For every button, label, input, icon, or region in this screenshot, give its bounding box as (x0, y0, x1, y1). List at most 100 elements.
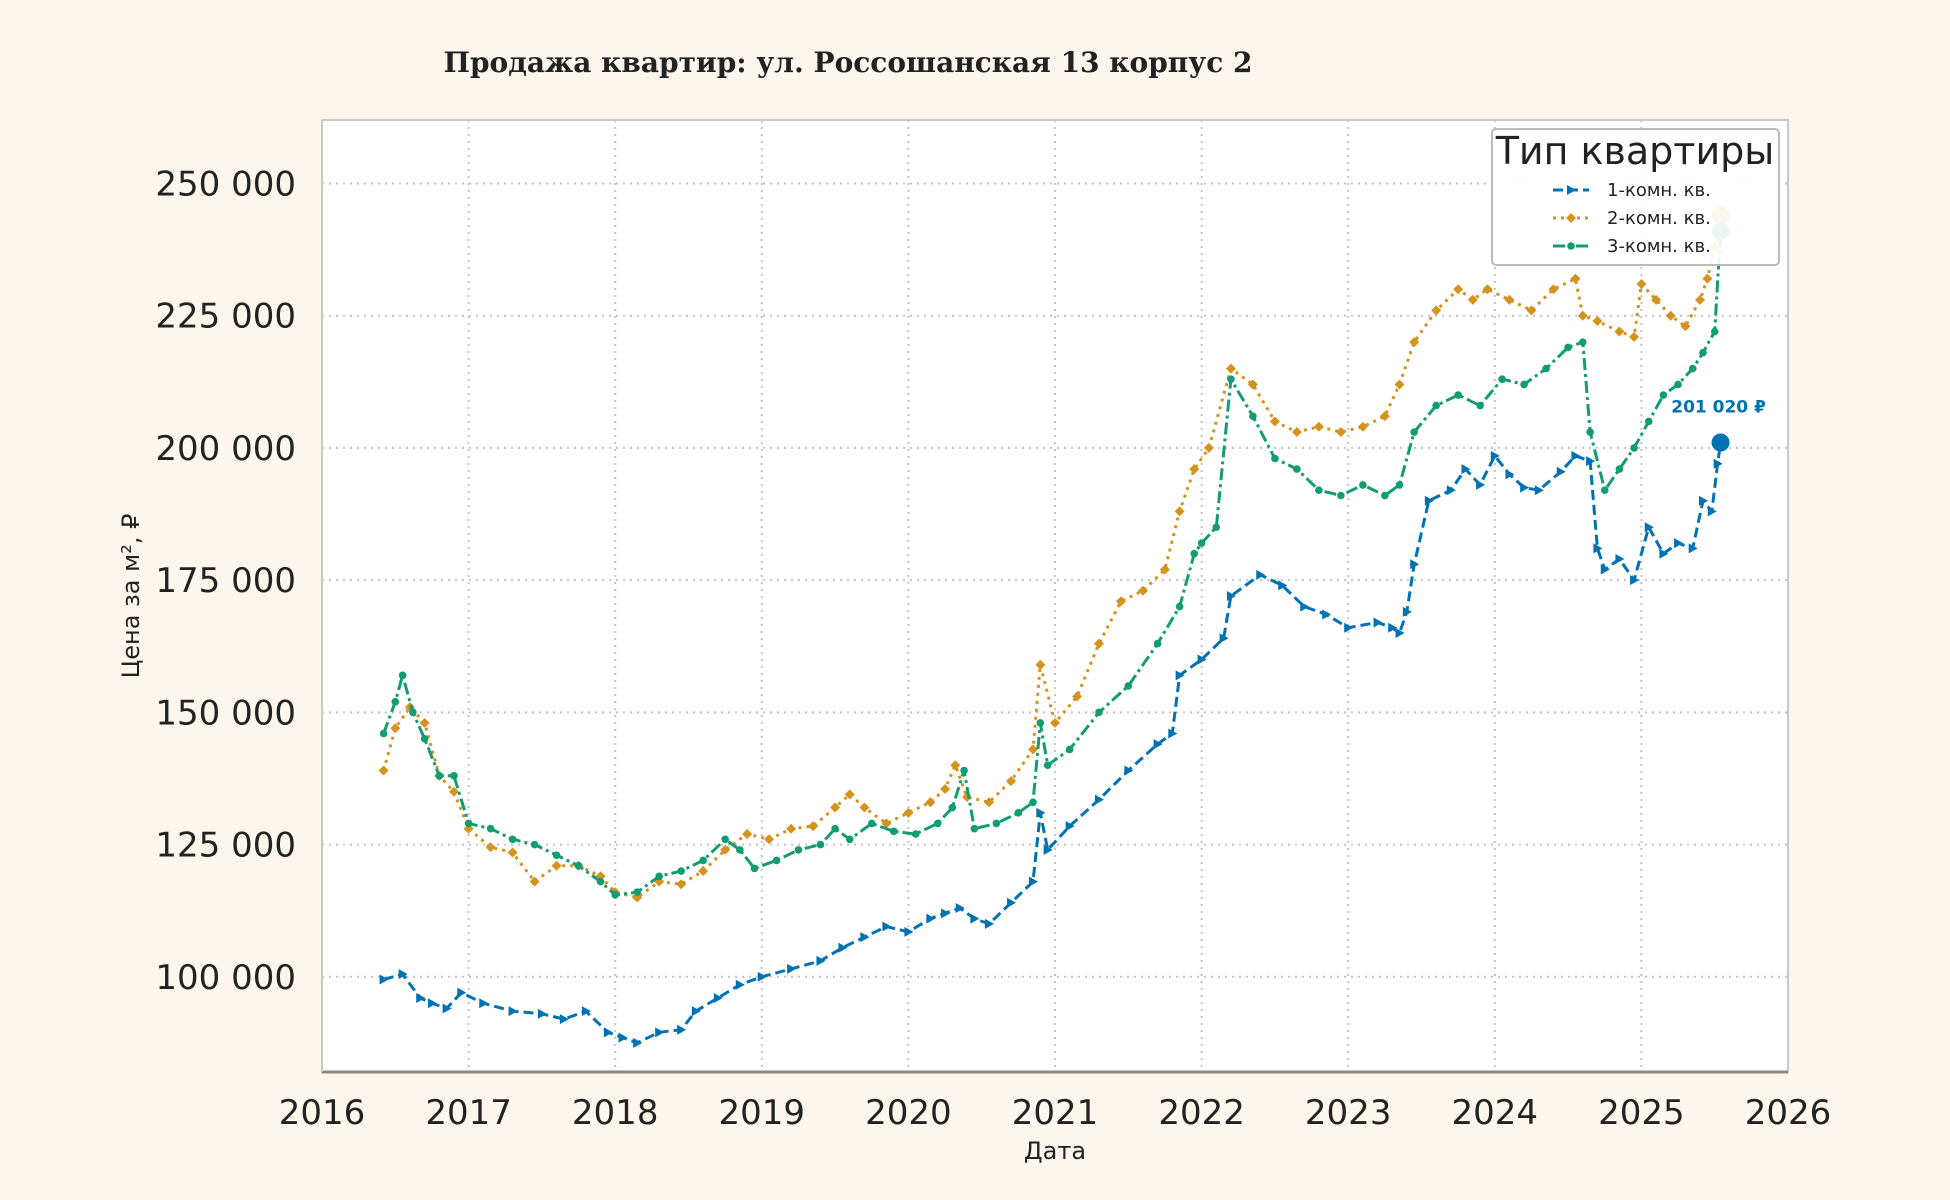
data-point (391, 697, 400, 706)
data-point (1600, 486, 1609, 495)
x-tick-label: 2025 (1598, 1093, 1685, 1133)
series-line (382, 231, 1723, 897)
data-point (1168, 728, 1178, 739)
data-point (735, 979, 745, 990)
data-point (1659, 548, 1669, 559)
y-tick-label: 125 000 (155, 826, 296, 866)
data-point (941, 908, 951, 919)
data-point (1567, 185, 1576, 195)
data-point (1526, 305, 1537, 316)
data-point (409, 708, 417, 717)
data-point (1394, 379, 1405, 390)
data-point (633, 888, 641, 896)
data-point (618, 1032, 628, 1043)
data-point (1153, 739, 1163, 750)
data-point (1593, 543, 1603, 554)
series-3-комн. кв. (379, 222, 1730, 899)
data-point (816, 840, 825, 849)
data-point (1359, 481, 1367, 489)
data-point (1651, 294, 1662, 305)
data-point (1630, 444, 1638, 452)
data-point (1402, 606, 1412, 617)
data-point (1395, 628, 1405, 639)
x-tick-label: 2024 (1452, 1093, 1539, 1133)
data-point (378, 765, 389, 776)
data-point (1542, 364, 1550, 373)
data-point (1227, 375, 1235, 383)
data-point (1014, 809, 1023, 817)
data-point (860, 932, 870, 943)
data-point (1614, 326, 1625, 337)
data-point (1189, 464, 1200, 475)
data-point (1630, 575, 1640, 586)
data-point (845, 835, 854, 844)
data-point (1713, 458, 1723, 469)
last-value-annotation: 201 020 ₽ (1671, 398, 1766, 418)
data-point (1373, 617, 1383, 628)
x-tick-label: 2023 (1305, 1093, 1392, 1133)
y-tick-label: 250 000 (155, 164, 296, 204)
data-point (457, 987, 467, 998)
data-point (720, 844, 731, 855)
data-point (552, 851, 561, 859)
data-point (867, 819, 876, 828)
x-tick-label: 2021 (1012, 1093, 1099, 1133)
data-point (677, 867, 685, 875)
data-point (772, 856, 781, 865)
data-point (1029, 876, 1039, 887)
data-point (859, 802, 870, 813)
data-point (1505, 469, 1515, 480)
data-point (1453, 284, 1464, 295)
data-point (508, 835, 517, 844)
data-point (1337, 491, 1345, 500)
data-point (1065, 821, 1075, 832)
data-point (1174, 506, 1185, 517)
data-point (831, 824, 839, 833)
x-tick-label: 2017 (425, 1093, 512, 1133)
data-point (537, 1008, 547, 1019)
data-point (970, 824, 979, 833)
data-point (1315, 486, 1323, 495)
data-point (1050, 717, 1060, 728)
chart-title: Продажа квартир: ул. Россошанская 13 кор… (444, 46, 1253, 79)
data-point (1313, 421, 1324, 432)
data-point (1476, 401, 1484, 410)
data-point (1065, 745, 1074, 754)
data-point (1007, 897, 1017, 908)
data-point (1665, 310, 1676, 321)
data-point (1644, 522, 1654, 533)
data-point (379, 729, 388, 738)
data-point (390, 723, 401, 734)
data-point (1278, 580, 1288, 591)
data-point (742, 829, 753, 839)
data-point (786, 823, 797, 834)
data-point (1197, 654, 1207, 665)
data-point (1707, 506, 1717, 517)
data-point (529, 876, 540, 887)
legend-label: 2-комн. кв. (1607, 208, 1711, 229)
data-point (1695, 294, 1706, 305)
legend-title: Тип квартиры (1495, 129, 1775, 173)
x-tick-label: 2019 (719, 1093, 806, 1133)
y-tick-label: 200 000 (155, 429, 296, 469)
y-tick-label: 225 000 (155, 297, 296, 337)
data-point (1461, 464, 1471, 475)
data-point (713, 992, 723, 1003)
data-point (419, 717, 430, 728)
data-point (1029, 798, 1037, 807)
data-point (1482, 284, 1493, 295)
data-point (911, 830, 920, 838)
data-point (1446, 485, 1456, 496)
data-point (1699, 348, 1707, 357)
data-point (551, 860, 562, 871)
data-point (1344, 622, 1354, 633)
data-point (427, 998, 437, 1009)
data-point (838, 942, 848, 953)
data-point (1674, 380, 1682, 389)
data-point (596, 877, 605, 886)
data-point (1035, 659, 1046, 670)
data-point (611, 891, 619, 899)
data-point (486, 824, 495, 833)
data-point (933, 819, 942, 828)
data-point (676, 879, 687, 890)
